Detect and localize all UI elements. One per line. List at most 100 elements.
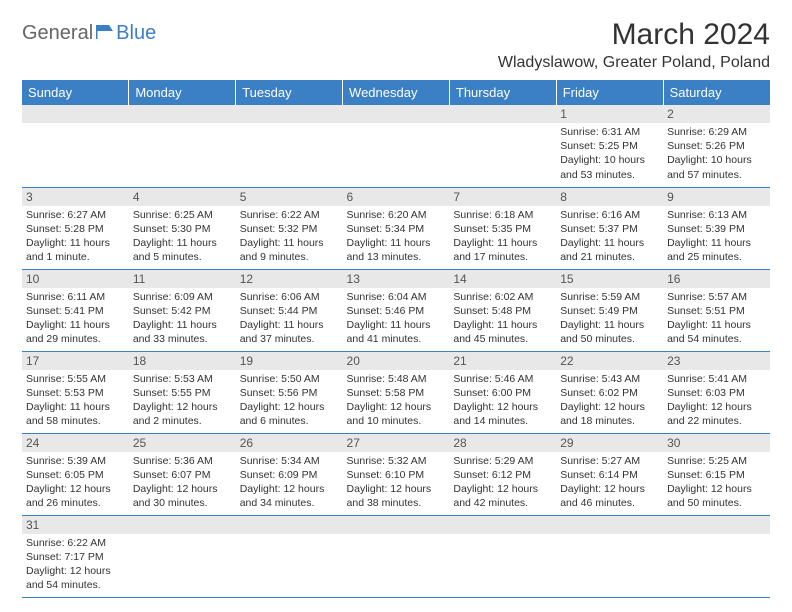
- day-number: 7: [449, 188, 556, 206]
- day-header: Tuesday: [236, 80, 343, 105]
- calendar-cell: 22Sunrise: 5:43 AMSunset: 6:02 PMDayligh…: [556, 351, 663, 433]
- day-number-empty: [556, 516, 663, 534]
- calendar-cell: 15Sunrise: 5:59 AMSunset: 5:49 PMDayligh…: [556, 269, 663, 351]
- day-number: 30: [663, 434, 770, 452]
- day-number: 12: [236, 270, 343, 288]
- calendar-cell: [663, 515, 770, 597]
- calendar-cell: 16Sunrise: 5:57 AMSunset: 5:51 PMDayligh…: [663, 269, 770, 351]
- calendar-head: SundayMondayTuesdayWednesdayThursdayFrid…: [22, 80, 770, 105]
- calendar-cell: 5Sunrise: 6:22 AMSunset: 5:32 PMDaylight…: [236, 187, 343, 269]
- day-details: Sunrise: 6:31 AMSunset: 5:25 PMDaylight:…: [556, 123, 663, 184]
- calendar-cell: 6Sunrise: 6:20 AMSunset: 5:34 PMDaylight…: [343, 187, 450, 269]
- day-number: 1: [556, 105, 663, 123]
- calendar-row: 31Sunrise: 6:22 AMSunset: 7:17 PMDayligh…: [22, 515, 770, 597]
- day-details: Sunrise: 6:02 AMSunset: 5:48 PMDaylight:…: [449, 288, 556, 349]
- day-details: Sunrise: 5:57 AMSunset: 5:51 PMDaylight:…: [663, 288, 770, 349]
- calendar-cell: 23Sunrise: 5:41 AMSunset: 6:03 PMDayligh…: [663, 351, 770, 433]
- logo-text-blue: Blue: [116, 22, 156, 45]
- calendar-cell: 19Sunrise: 5:50 AMSunset: 5:56 PMDayligh…: [236, 351, 343, 433]
- calendar-body: 1Sunrise: 6:31 AMSunset: 5:25 PMDaylight…: [22, 105, 770, 597]
- calendar-cell: 21Sunrise: 5:46 AMSunset: 6:00 PMDayligh…: [449, 351, 556, 433]
- day-details: Sunrise: 6:22 AMSunset: 7:17 PMDaylight:…: [22, 534, 129, 595]
- day-details: Sunrise: 6:09 AMSunset: 5:42 PMDaylight:…: [129, 288, 236, 349]
- calendar-cell: 31Sunrise: 6:22 AMSunset: 7:17 PMDayligh…: [22, 515, 129, 597]
- day-number: 15: [556, 270, 663, 288]
- day-number: 5: [236, 188, 343, 206]
- day-details: Sunrise: 5:50 AMSunset: 5:56 PMDaylight:…: [236, 370, 343, 431]
- day-number: 6: [343, 188, 450, 206]
- day-details: Sunrise: 6:13 AMSunset: 5:39 PMDaylight:…: [663, 206, 770, 267]
- day-number: 16: [663, 270, 770, 288]
- day-number: 28: [449, 434, 556, 452]
- calendar-cell: 20Sunrise: 5:48 AMSunset: 5:58 PMDayligh…: [343, 351, 450, 433]
- calendar-cell: 1Sunrise: 6:31 AMSunset: 5:25 PMDaylight…: [556, 105, 663, 187]
- day-number: 4: [129, 188, 236, 206]
- day-details: Sunrise: 5:32 AMSunset: 6:10 PMDaylight:…: [343, 452, 450, 513]
- day-details: Sunrise: 5:55 AMSunset: 5:53 PMDaylight:…: [22, 370, 129, 431]
- page-title: March 2024: [498, 18, 770, 52]
- day-header: Thursday: [449, 80, 556, 105]
- day-number-empty: [22, 105, 129, 123]
- calendar-cell: [343, 515, 450, 597]
- calendar-cell: 17Sunrise: 5:55 AMSunset: 5:53 PMDayligh…: [22, 351, 129, 433]
- day-number: 29: [556, 434, 663, 452]
- day-number: 10: [22, 270, 129, 288]
- day-number-empty: [343, 105, 450, 123]
- day-number: 27: [343, 434, 450, 452]
- calendar-row: 3Sunrise: 6:27 AMSunset: 5:28 PMDaylight…: [22, 187, 770, 269]
- day-number: 8: [556, 188, 663, 206]
- day-number-empty: [129, 105, 236, 123]
- day-number: 20: [343, 352, 450, 370]
- day-number-empty: [449, 516, 556, 534]
- calendar-cell: 4Sunrise: 6:25 AMSunset: 5:30 PMDaylight…: [129, 187, 236, 269]
- day-number: 21: [449, 352, 556, 370]
- day-number: 3: [22, 188, 129, 206]
- day-number: 9: [663, 188, 770, 206]
- day-details: Sunrise: 5:59 AMSunset: 5:49 PMDaylight:…: [556, 288, 663, 349]
- day-details: Sunrise: 5:27 AMSunset: 6:14 PMDaylight:…: [556, 452, 663, 513]
- day-details: Sunrise: 6:18 AMSunset: 5:35 PMDaylight:…: [449, 206, 556, 267]
- day-details: Sunrise: 6:11 AMSunset: 5:41 PMDaylight:…: [22, 288, 129, 349]
- calendar-cell: [343, 105, 450, 187]
- day-header: Friday: [556, 80, 663, 105]
- day-details: Sunrise: 6:27 AMSunset: 5:28 PMDaylight:…: [22, 206, 129, 267]
- day-details: Sunrise: 5:25 AMSunset: 6:15 PMDaylight:…: [663, 452, 770, 513]
- calendar-cell: [236, 515, 343, 597]
- calendar-cell: 9Sunrise: 6:13 AMSunset: 5:39 PMDaylight…: [663, 187, 770, 269]
- day-number-empty: [663, 516, 770, 534]
- day-number: 24: [22, 434, 129, 452]
- day-details: Sunrise: 6:16 AMSunset: 5:37 PMDaylight:…: [556, 206, 663, 267]
- calendar-cell: [236, 105, 343, 187]
- day-number-empty: [236, 105, 343, 123]
- day-details: Sunrise: 6:25 AMSunset: 5:30 PMDaylight:…: [129, 206, 236, 267]
- day-number-empty: [236, 516, 343, 534]
- calendar-cell: 11Sunrise: 6:09 AMSunset: 5:42 PMDayligh…: [129, 269, 236, 351]
- day-details: Sunrise: 5:36 AMSunset: 6:07 PMDaylight:…: [129, 452, 236, 513]
- calendar-cell: 7Sunrise: 6:18 AMSunset: 5:35 PMDaylight…: [449, 187, 556, 269]
- calendar-cell: 2Sunrise: 6:29 AMSunset: 5:26 PMDaylight…: [663, 105, 770, 187]
- day-number: 11: [129, 270, 236, 288]
- day-number: 23: [663, 352, 770, 370]
- day-details: Sunrise: 5:46 AMSunset: 6:00 PMDaylight:…: [449, 370, 556, 431]
- day-details: Sunrise: 5:34 AMSunset: 6:09 PMDaylight:…: [236, 452, 343, 513]
- calendar-cell: 29Sunrise: 5:27 AMSunset: 6:14 PMDayligh…: [556, 433, 663, 515]
- calendar-cell: 28Sunrise: 5:29 AMSunset: 6:12 PMDayligh…: [449, 433, 556, 515]
- day-details: Sunrise: 5:43 AMSunset: 6:02 PMDaylight:…: [556, 370, 663, 431]
- calendar-cell: 24Sunrise: 5:39 AMSunset: 6:05 PMDayligh…: [22, 433, 129, 515]
- day-details: Sunrise: 6:22 AMSunset: 5:32 PMDaylight:…: [236, 206, 343, 267]
- day-number: 17: [22, 352, 129, 370]
- calendar-cell: 10Sunrise: 6:11 AMSunset: 5:41 PMDayligh…: [22, 269, 129, 351]
- location-text: Wladyslawow, Greater Poland, Poland: [498, 54, 770, 72]
- calendar-cell: 26Sunrise: 5:34 AMSunset: 6:09 PMDayligh…: [236, 433, 343, 515]
- day-number: 26: [236, 434, 343, 452]
- calendar-cell: [449, 105, 556, 187]
- day-details: Sunrise: 5:39 AMSunset: 6:05 PMDaylight:…: [22, 452, 129, 513]
- day-number-empty: [449, 105, 556, 123]
- calendar-cell: [449, 515, 556, 597]
- calendar-row: 1Sunrise: 6:31 AMSunset: 5:25 PMDaylight…: [22, 105, 770, 187]
- day-details: Sunrise: 5:53 AMSunset: 5:55 PMDaylight:…: [129, 370, 236, 431]
- calendar-cell: 27Sunrise: 5:32 AMSunset: 6:10 PMDayligh…: [343, 433, 450, 515]
- day-details: Sunrise: 6:20 AMSunset: 5:34 PMDaylight:…: [343, 206, 450, 267]
- day-number: 19: [236, 352, 343, 370]
- day-details: Sunrise: 5:48 AMSunset: 5:58 PMDaylight:…: [343, 370, 450, 431]
